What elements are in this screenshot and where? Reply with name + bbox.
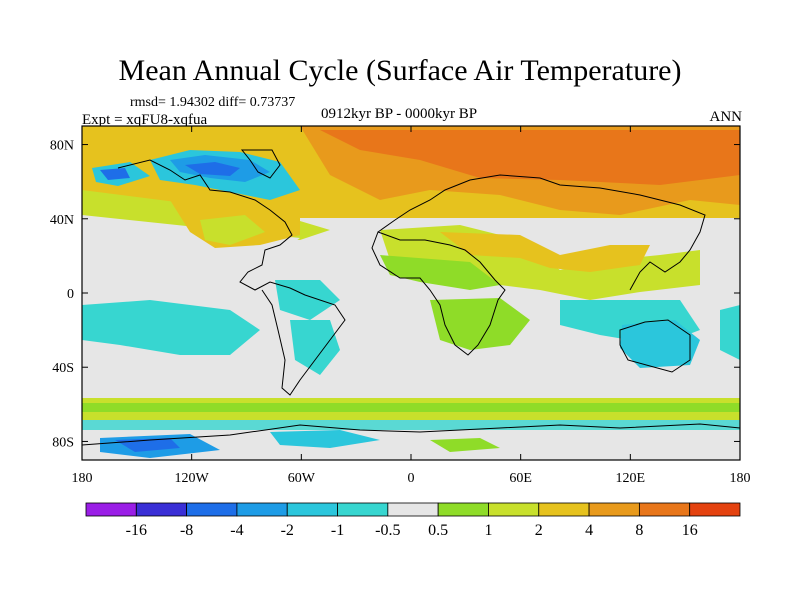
season-label: ANN bbox=[709, 109, 743, 125]
greenland-coast bbox=[240, 149, 281, 179]
colorbar-label: -1 bbox=[331, 522, 344, 539]
colorbar-swatch bbox=[135, 502, 188, 517]
colorbar-swatch bbox=[236, 502, 288, 517]
colorbar-swatch bbox=[588, 502, 640, 517]
colorbar: -16 -8 -4 -2 -1 -0.5 0.5 1 2 4 8 16 bbox=[85, 502, 741, 539]
latitude-axis: 80N 40N 0 40S 80S bbox=[50, 139, 740, 450]
south-america-cooling bbox=[290, 320, 340, 375]
temperature-field bbox=[82, 126, 740, 460]
southern-africa-green bbox=[430, 298, 530, 350]
west-pacific-cooling bbox=[720, 305, 740, 360]
lat-tick-label: 80N bbox=[50, 139, 74, 154]
lon-tick-label: 120E bbox=[616, 471, 646, 486]
colorbar-swatch bbox=[689, 502, 741, 517]
africa-coast bbox=[371, 231, 506, 356]
lon-tick-label: 60E bbox=[509, 471, 532, 486]
experiment-label: Expt = xqFU8-xqfua bbox=[82, 112, 208, 128]
antarctic-coast-cooling bbox=[82, 420, 740, 430]
lon-tick-label: 180 bbox=[730, 471, 751, 486]
eurasia-coast bbox=[377, 174, 706, 291]
australia-coast bbox=[619, 319, 691, 373]
africa-sahel-green bbox=[380, 255, 500, 290]
antarctica-neutral bbox=[82, 430, 740, 460]
period-label: 0912kyr BP - 0000kyr BP bbox=[321, 106, 478, 122]
lon-tick-label: 0 bbox=[408, 471, 415, 486]
colorbar-swatch bbox=[186, 502, 238, 517]
colorbar-swatch bbox=[85, 502, 137, 517]
lon-tick-label: 120W bbox=[175, 471, 210, 486]
australia-cooling bbox=[620, 320, 700, 368]
coastlines bbox=[82, 149, 740, 446]
colorbar-label: 1 bbox=[484, 522, 492, 539]
longitude-axis: 180 120W 60W 0 60E 120E 180 bbox=[72, 126, 751, 486]
tropical-pacific-cooling bbox=[82, 300, 260, 355]
colorbar-label: 8 bbox=[635, 522, 643, 539]
antarctica-coast bbox=[82, 423, 740, 446]
alaska-core-cooling bbox=[100, 168, 130, 180]
map-title: Mean Annual Cycle (Surface Air Temperatu… bbox=[118, 54, 682, 87]
colorbar-label: 16 bbox=[682, 522, 698, 539]
colorbar-label: -0.5 bbox=[375, 522, 400, 539]
colorbar-label: -2 bbox=[281, 522, 294, 539]
colorbar-swatch bbox=[437, 502, 489, 517]
lat-tick-label: 40N bbox=[50, 213, 74, 228]
statistics-label: rmsd= 1.94302 diff= 0.73737 bbox=[130, 95, 296, 110]
colorbar-swatch bbox=[337, 502, 389, 517]
colorbar-label: 0.5 bbox=[428, 522, 448, 539]
lat-tick-label: 40S bbox=[52, 361, 74, 376]
east-antarctica-green bbox=[430, 438, 500, 452]
colorbar-label: -4 bbox=[230, 522, 243, 539]
asia-warm-band bbox=[440, 232, 650, 272]
lat-tick-label: 0 bbox=[67, 287, 74, 302]
amazon-cooling bbox=[275, 280, 340, 320]
arctic-strong-warming bbox=[320, 130, 740, 185]
colorbar-label: -8 bbox=[180, 522, 193, 539]
colorbar-swatch bbox=[488, 502, 540, 517]
canada-core-cooling bbox=[185, 162, 240, 176]
usa-green-area bbox=[200, 215, 265, 245]
colorbar-swatch bbox=[638, 502, 691, 517]
colorbar-swatch bbox=[286, 502, 338, 517]
weddell-cooling bbox=[270, 430, 380, 448]
colorbar-label: 4 bbox=[585, 522, 593, 539]
lat-tick-label: 80S bbox=[52, 435, 74, 450]
colorbar-label: -16 bbox=[126, 522, 147, 539]
colorbar-swatch bbox=[538, 502, 590, 517]
southern-ocean-green bbox=[82, 403, 740, 412]
colorbar-label: 2 bbox=[535, 522, 543, 539]
americas-coast bbox=[117, 159, 346, 396]
lon-tick-label: 180 bbox=[72, 471, 93, 486]
lon-tick-label: 60W bbox=[288, 471, 316, 486]
colorbar-swatch bbox=[387, 502, 439, 517]
